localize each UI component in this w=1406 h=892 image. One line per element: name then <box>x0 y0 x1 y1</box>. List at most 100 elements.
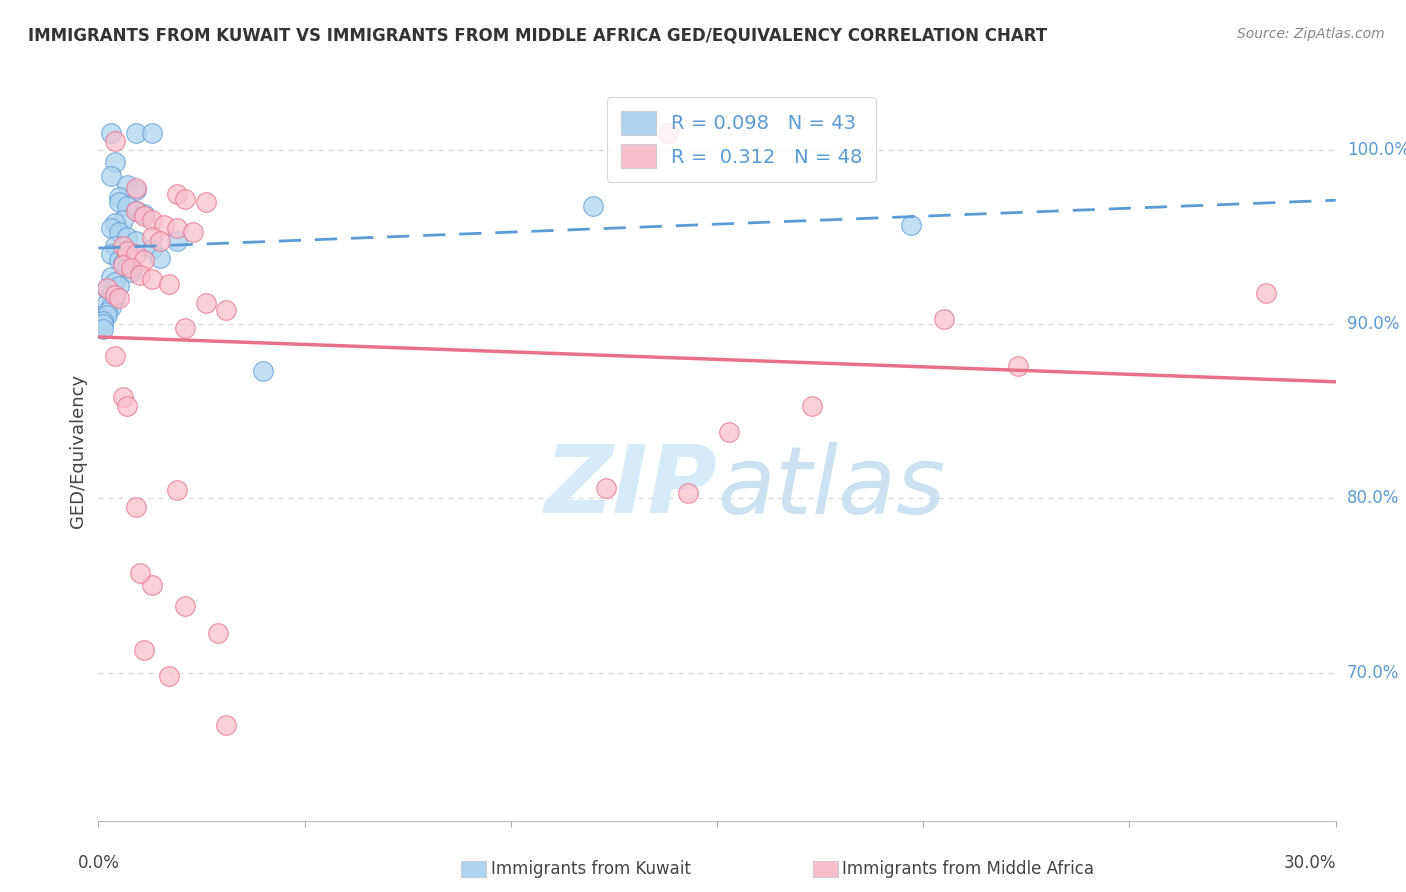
Point <box>166 483 188 497</box>
Point <box>108 252 131 267</box>
Text: Source: ZipAtlas.com: Source: ZipAtlas.com <box>1237 27 1385 41</box>
Point <box>117 399 139 413</box>
Point <box>104 239 127 253</box>
Point <box>132 207 155 221</box>
Point <box>132 643 155 657</box>
Point <box>117 178 139 192</box>
Text: 0.0%: 0.0% <box>77 854 120 872</box>
Point <box>91 322 114 336</box>
Point <box>141 230 163 244</box>
Point <box>117 230 139 244</box>
Point <box>1007 359 1029 373</box>
Point <box>96 305 118 319</box>
Text: Immigrants from Kuwait: Immigrants from Kuwait <box>491 860 690 878</box>
Text: Immigrants from Middle Africa: Immigrants from Middle Africa <box>842 860 1094 878</box>
Point <box>132 209 155 223</box>
Y-axis label: GED/Equivalency: GED/Equivalency <box>69 374 87 527</box>
Point <box>141 272 163 286</box>
Point <box>124 183 146 197</box>
Point <box>141 242 163 256</box>
Point <box>153 218 176 232</box>
Point <box>582 199 605 213</box>
Point <box>108 225 131 239</box>
Point <box>718 425 741 439</box>
Point <box>100 300 122 314</box>
Point <box>96 309 118 323</box>
Point <box>900 218 922 232</box>
Point <box>112 212 135 227</box>
Point <box>112 256 135 270</box>
Text: 30.0%: 30.0% <box>1284 854 1336 872</box>
Point <box>141 578 163 592</box>
Point <box>595 481 617 495</box>
Point <box>141 126 163 140</box>
Point <box>657 126 679 140</box>
Point <box>166 221 188 235</box>
Point <box>104 287 127 301</box>
Text: IMMIGRANTS FROM KUWAIT VS IMMIGRANTS FROM MIDDLE AFRICA GED/EQUIVALENCY CORRELAT: IMMIGRANTS FROM KUWAIT VS IMMIGRANTS FRO… <box>28 27 1047 45</box>
Point <box>132 252 155 267</box>
Point <box>174 320 197 334</box>
Point <box>149 234 172 248</box>
Point <box>100 221 122 235</box>
Point <box>117 244 139 258</box>
Point <box>215 303 238 318</box>
Point <box>124 247 146 261</box>
Point <box>1254 285 1277 300</box>
Text: ZIP: ZIP <box>544 442 717 533</box>
Point <box>100 169 122 183</box>
Point <box>166 234 188 248</box>
Text: 70.0%: 70.0% <box>1347 664 1399 681</box>
Point <box>120 261 142 276</box>
Point <box>124 203 146 218</box>
Point <box>124 126 146 140</box>
Point <box>194 195 217 210</box>
Point <box>104 276 127 290</box>
Point <box>120 265 142 279</box>
Point <box>800 399 823 413</box>
Point <box>124 234 146 248</box>
Point <box>194 296 217 310</box>
Point <box>96 280 118 294</box>
Point <box>128 566 150 581</box>
Point <box>215 718 238 732</box>
Point <box>117 261 139 276</box>
Point <box>112 258 135 272</box>
Point <box>174 192 197 206</box>
Point <box>96 296 118 310</box>
Point <box>100 126 122 140</box>
Point <box>124 500 146 514</box>
Text: 80.0%: 80.0% <box>1347 490 1399 508</box>
Point <box>108 190 131 204</box>
Point <box>676 486 699 500</box>
Text: atlas: atlas <box>717 442 945 533</box>
Point <box>149 251 172 265</box>
Point <box>104 155 127 169</box>
Point <box>104 349 127 363</box>
Point <box>100 287 122 301</box>
Text: 100.0%: 100.0% <box>1347 141 1406 159</box>
Point <box>124 181 146 195</box>
Legend: R = 0.098   N = 43, R =  0.312   N = 48: R = 0.098 N = 43, R = 0.312 N = 48 <box>607 97 876 182</box>
Point <box>207 625 229 640</box>
Point <box>108 291 131 305</box>
Point <box>104 291 127 305</box>
Point <box>91 314 114 328</box>
Point <box>141 212 163 227</box>
Point <box>174 599 197 614</box>
Point <box>181 225 204 239</box>
Point <box>157 277 180 291</box>
Text: 90.0%: 90.0% <box>1347 315 1399 334</box>
Point <box>157 669 180 683</box>
Point <box>108 195 131 210</box>
Point <box>124 203 146 218</box>
Point <box>166 186 188 201</box>
Point <box>100 270 122 285</box>
Point <box>128 268 150 283</box>
Point <box>252 364 274 378</box>
Point <box>108 278 131 293</box>
Point <box>104 216 127 230</box>
Point <box>117 199 139 213</box>
Point <box>112 390 135 404</box>
Point <box>96 282 118 296</box>
